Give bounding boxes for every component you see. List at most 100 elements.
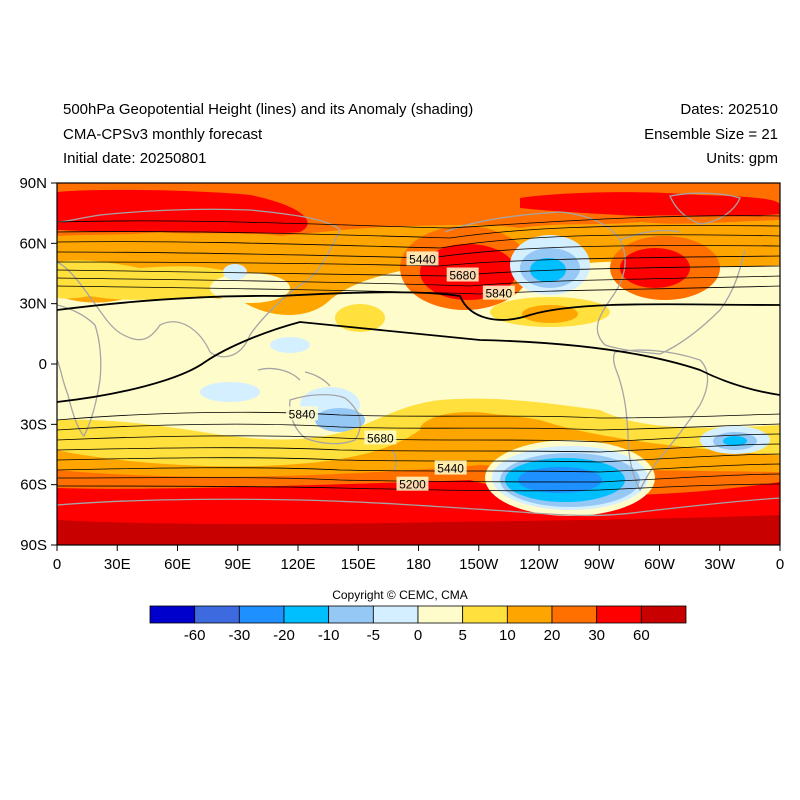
colorbar-label: -30	[228, 627, 250, 644]
colorbar-swatch	[238, 605, 285, 624]
contour-line	[57, 225, 780, 239]
contour-label: 5840	[482, 285, 515, 301]
contour-line	[57, 215, 780, 229]
anomaly-shade-sw-blue	[200, 382, 260, 402]
lon-tick-label: 90E	[224, 556, 251, 573]
colorbar-label: 60	[633, 627, 650, 644]
model-label: CMA-CPSv3 monthly forecast	[63, 126, 263, 143]
anomaly-shade-satlantic-blue-3	[723, 436, 747, 446]
colorbar-swatch	[596, 605, 642, 624]
colorbar: -60 -30 -20 -10 -5 0 5 10 20 30 60	[149, 605, 687, 644]
latitude-axis: 90N 60N 30N 0 30S 60S 90S	[19, 175, 57, 554]
contour-line	[57, 433, 780, 443]
initial-date-label: Initial date: 20250801	[63, 150, 207, 167]
lon-tick-label: 150E	[341, 556, 376, 573]
lat-tick-label: 90N	[19, 175, 47, 192]
coastline-africa	[57, 304, 102, 438]
colorbar-label: -10	[318, 627, 340, 644]
contour-line	[57, 285, 780, 295]
contour-line-5840-north	[57, 291, 780, 321]
contour-label: 5840	[286, 406, 319, 421]
contour-label-bg	[434, 460, 467, 475]
coastline-australia	[289, 394, 361, 445]
anomaly-shade-eastasia-blue	[270, 337, 310, 353]
anomaly-shade-arctic-red-2	[520, 192, 780, 216]
units-label: Units: gpm	[706, 150, 778, 167]
colorbar-label: 30	[588, 627, 605, 644]
colorbar-label: 10	[499, 627, 516, 644]
colorbar-swatch	[640, 605, 687, 624]
contour-label: 5680	[364, 430, 397, 445]
colorbar-label: -60	[184, 627, 206, 644]
coastline-greenland	[669, 192, 741, 225]
lat-tick-label: 60S	[20, 477, 47, 494]
colorbar-swatch	[462, 605, 508, 624]
colorbar-label: -20	[273, 627, 295, 644]
contour-label-text: 5680	[367, 431, 394, 445]
contour-label-text: 5200	[399, 478, 426, 492]
contour-label-text: 5680	[449, 269, 476, 283]
coastline-antarctica	[57, 497, 780, 517]
anomaly-shade-southpacific-blue-5	[518, 467, 602, 493]
colorbar-swatch	[372, 605, 419, 624]
colorbar-swatch	[194, 605, 240, 624]
contour-label: 5440	[434, 460, 467, 476]
ensemble-label: Ensemble Size = 21	[644, 126, 778, 143]
colorbar-swatch	[506, 605, 553, 624]
lat-tick-label: 60N	[19, 235, 47, 252]
lat-tick-label: 90S	[20, 537, 47, 554]
coastline-indonesia	[257, 367, 331, 387]
contour-line-tropics	[57, 321, 780, 403]
contour-label-text: 5840	[289, 407, 316, 421]
copyright-text: Copyright © CEMC, CMA	[332, 588, 468, 602]
lon-tick-label: 60W	[644, 556, 676, 573]
lat-tick-label: 30N	[19, 296, 47, 313]
colorbar-swatch	[328, 605, 374, 624]
colorbar-swatch	[551, 605, 598, 624]
coastline-newzealand	[391, 449, 397, 471]
longitude-axis: 0 30E 60E 90E 120E 150E 180 150W 120W 90W 60W 30W 0	[53, 545, 784, 573]
contour-label-bg	[364, 430, 397, 445]
contour-line	[57, 234, 780, 249]
coastlines	[57, 192, 780, 517]
anomaly-shade-southpacific-yellow	[420, 412, 520, 448]
lon-tick-label: 150W	[459, 556, 499, 573]
height-contours	[57, 215, 780, 492]
anomaly-shade-cpacific-yellow	[335, 304, 385, 332]
anomaly-shade-antarctic-darkred	[57, 515, 780, 545]
anomaly-shade-eurasia-blue	[223, 264, 247, 280]
lon-tick-label: 0	[53, 556, 61, 573]
contour-line	[57, 473, 780, 483]
colorbar-label: 5	[458, 627, 466, 644]
contour-label-bg	[482, 285, 515, 300]
coastline-south-america	[612, 349, 709, 492]
contour-label-bg	[396, 476, 429, 491]
lon-tick-label: 120E	[280, 556, 315, 573]
lon-tick-label: 0	[776, 556, 784, 573]
contour-label-text: 5840	[485, 287, 512, 301]
colorbar-label: -5	[367, 627, 380, 644]
coastline-eurasia	[57, 208, 341, 358]
contour-label-bg	[446, 267, 479, 282]
lon-tick-label: 90W	[584, 556, 616, 573]
lon-tick-label: 60E	[164, 556, 191, 573]
contour-line	[57, 423, 780, 431]
lon-tick-label: 120W	[519, 556, 559, 573]
contour-line	[57, 483, 780, 492]
contour-line	[57, 255, 780, 267]
contour-line	[57, 275, 780, 287]
colorbar-label: 20	[544, 627, 561, 644]
lat-tick-label: 0	[39, 356, 47, 373]
anomaly-shade-npacific-orange	[522, 305, 578, 323]
contour-label: 5680	[446, 267, 479, 283]
colorbar-label: 0	[414, 627, 422, 644]
colorbar-swatch	[149, 605, 196, 624]
anomaly-shade-nw-yellow	[210, 273, 290, 303]
contour-label-text: 5440	[409, 252, 436, 266]
contour-label-bg	[406, 251, 439, 266]
lon-tick-label: 30E	[104, 556, 131, 573]
dates-label: Dates: 202510	[680, 101, 778, 118]
map-title: 500hPa Geopotential Height (lines) and i…	[63, 101, 474, 118]
contour-label: 5440	[406, 251, 439, 266]
